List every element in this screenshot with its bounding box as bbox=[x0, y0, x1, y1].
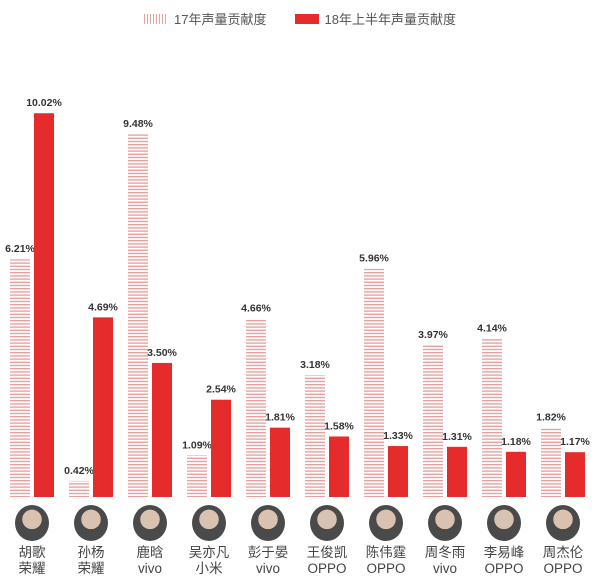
bar-2018h1-2 bbox=[152, 362, 172, 497]
bar-2018h1-3 bbox=[211, 399, 231, 497]
bar-2018h1-9 bbox=[565, 452, 585, 497]
person-name: 王俊凯 bbox=[306, 545, 348, 560]
person-name: 孙杨 bbox=[77, 545, 105, 560]
data-label: 3.18% bbox=[300, 359, 330, 371]
person-name: 李易峰 bbox=[483, 545, 525, 560]
brand-name: 荣耀 bbox=[18, 561, 46, 576]
avatar bbox=[428, 505, 462, 541]
brand-name: vivo bbox=[255, 561, 280, 576]
legend-item-2017: 17年声量贡献度 bbox=[144, 9, 267, 28]
legend-swatch-2017 bbox=[144, 13, 169, 24]
avatar bbox=[74, 505, 108, 541]
person-name: 鹿晗 bbox=[136, 545, 164, 560]
bar-2018h1-4 bbox=[270, 427, 290, 497]
avatar bbox=[192, 505, 226, 541]
bar-2017-7 bbox=[423, 344, 443, 497]
avatar bbox=[546, 505, 580, 541]
avatar bbox=[251, 505, 285, 541]
legend-label-2017: 17年声量贡献度 bbox=[174, 12, 267, 27]
avatar bbox=[15, 505, 49, 541]
bar-2018h1-5 bbox=[329, 436, 349, 497]
bar-2017-3 bbox=[187, 455, 207, 497]
bar-2017-9 bbox=[541, 427, 561, 497]
bar-2018h1-0 bbox=[34, 113, 54, 497]
category-label: 吴亦凡 小米 bbox=[179, 545, 239, 577]
person-name: 周杰伦 bbox=[542, 545, 584, 560]
avatar bbox=[310, 505, 344, 541]
category-label: 周杰伦 OPPO bbox=[533, 545, 593, 577]
bar-2018h1-6 bbox=[388, 446, 408, 497]
person-name: 陈伟霆 bbox=[365, 545, 407, 560]
data-label: 1.81% bbox=[265, 412, 295, 424]
category-label: 李易峰 OPPO bbox=[474, 545, 534, 577]
legend: 17年声量贡献度 18年上半年声量贡献度 bbox=[0, 9, 600, 28]
person-name: 周冬雨 bbox=[424, 545, 466, 560]
data-label: 6.21% bbox=[5, 243, 35, 255]
bar-2018h1-1 bbox=[93, 317, 113, 497]
brand-name: 小米 bbox=[195, 561, 223, 576]
brand-name: vivo bbox=[432, 561, 457, 576]
data-label: 9.48% bbox=[123, 118, 153, 130]
bar-2017-1 bbox=[69, 480, 89, 497]
category-label: 孙杨 荣耀 bbox=[61, 545, 121, 577]
legend-swatch-2018h1 bbox=[294, 13, 319, 24]
data-label: 5.96% bbox=[359, 253, 389, 265]
data-label: 3.97% bbox=[418, 329, 448, 341]
person-name: 胡歌 bbox=[18, 545, 46, 560]
brand-name: OPPO bbox=[543, 561, 583, 576]
bar-2017-6 bbox=[364, 268, 384, 497]
category-label: 鹿晗 vivo bbox=[120, 545, 180, 577]
bar-2017-2 bbox=[128, 133, 148, 497]
data-label: 2.54% bbox=[206, 384, 236, 396]
bar-2017-0 bbox=[10, 259, 30, 497]
legend-label-2018h1: 18年上半年声量贡献度 bbox=[324, 12, 456, 27]
bar-2018h1-8 bbox=[506, 451, 526, 497]
bar-2017-5 bbox=[305, 375, 325, 497]
data-label: 1.17% bbox=[560, 436, 590, 448]
brand-name: 荣耀 bbox=[77, 561, 105, 576]
legend-item-2018h1: 18年上半年声量贡献度 bbox=[294, 9, 456, 28]
category-label: 周冬雨 vivo bbox=[415, 545, 475, 577]
category-label: 王俊凯 OPPO bbox=[297, 545, 357, 577]
category-label: 胡歌 荣耀 bbox=[2, 545, 62, 577]
brand-name: OPPO bbox=[307, 561, 347, 576]
brand-name: vivo bbox=[137, 561, 162, 576]
brand-name: OPPO bbox=[366, 561, 406, 576]
data-label: 4.66% bbox=[241, 303, 271, 315]
bar-2017-4 bbox=[246, 318, 266, 497]
avatar bbox=[133, 505, 167, 541]
data-label: 4.69% bbox=[88, 301, 118, 313]
person-name: 彭于晏 bbox=[247, 545, 289, 560]
avatar bbox=[487, 505, 521, 541]
category-label: 彭于晏 vivo bbox=[238, 545, 298, 577]
avatar bbox=[369, 505, 403, 541]
bar-2018h1-7 bbox=[447, 446, 467, 497]
data-label: 0.42% bbox=[64, 465, 94, 477]
data-label: 1.33% bbox=[383, 430, 413, 442]
category-label: 陈伟霆 OPPO bbox=[356, 545, 416, 577]
data-label: 1.31% bbox=[442, 431, 472, 443]
data-label: 1.58% bbox=[324, 420, 354, 432]
data-label: 1.09% bbox=[182, 439, 212, 451]
brand-name: OPPO bbox=[484, 561, 524, 576]
data-label: 1.18% bbox=[501, 436, 531, 448]
data-label: 4.14% bbox=[477, 322, 507, 334]
person-name: 吴亦凡 bbox=[188, 545, 230, 560]
data-label: 1.82% bbox=[536, 411, 566, 423]
data-label: 3.50% bbox=[147, 347, 177, 359]
bar-2017-8 bbox=[482, 338, 502, 497]
data-label: 10.02% bbox=[26, 97, 62, 109]
